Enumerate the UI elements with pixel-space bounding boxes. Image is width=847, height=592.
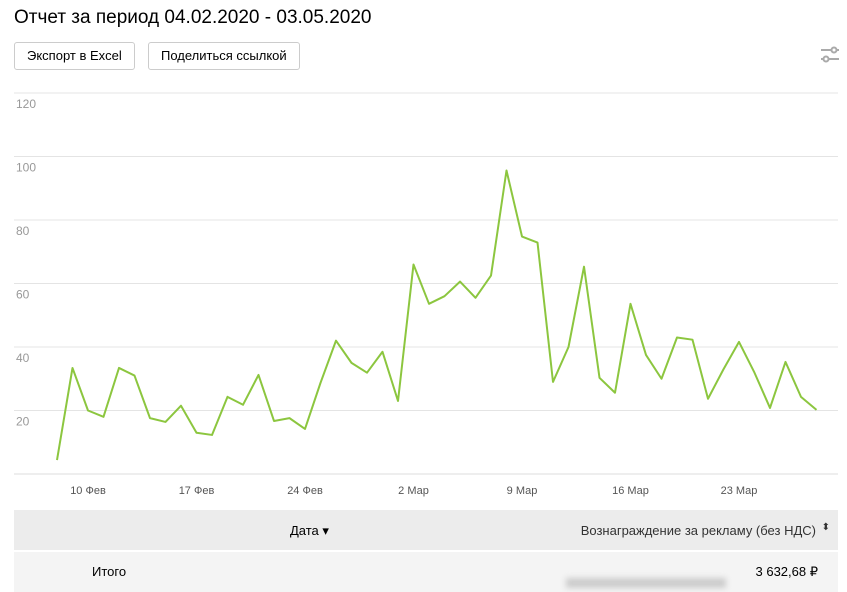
y-tick-label: 40 [16, 351, 30, 365]
sort-icon[interactable]: ⬍ [821, 522, 830, 533]
y-tick-label: 20 [16, 415, 30, 429]
total-label: Итого [92, 564, 127, 579]
data-line [56, 169, 818, 461]
blurred-row [566, 578, 726, 588]
report-title: Отчет за период 04.02.2020 - 03.05.2020 [14, 7, 372, 28]
column-title: Дата [290, 523, 319, 538]
x-tick-label: 9 Мар [507, 485, 538, 497]
share-button[interactable]: Поделиться ссылкой [148, 42, 300, 70]
settings-icon[interactable] [821, 46, 839, 63]
export-button[interactable]: Экспорт в Excel [14, 42, 135, 70]
x-tick-label: 17 Фев [179, 485, 215, 497]
column-header[interactable]: Дата ▾ [290, 523, 329, 538]
y-tick-label: 100 [16, 161, 36, 175]
y-tick-label: 80 [16, 224, 30, 238]
x-tick-label: 23 Мар [721, 485, 758, 497]
y-tick-label: 120 [16, 97, 36, 111]
chart: 20 40 60 80 100 120 10 Фев 17 Фев 24 Фев 2 Мар 9 М… [14, 46, 839, 497]
total-value: 3 632,68 ₽ [755, 564, 819, 579]
column-header[interactable]: Вознаграждение за рекламу (без НДС) [580, 523, 816, 538]
x-tick-label: 10 Фев [70, 485, 106, 497]
table-row: Итого 3 632,68 ₽ [14, 552, 838, 592]
table-header: Дата ▾ Вознаграждение за рекламу (без НД… [14, 510, 838, 550]
y-tick-label: 60 [16, 288, 30, 302]
x-tick-label: 16 Мар [612, 485, 649, 497]
x-tick-label: 2 Мар [398, 485, 429, 497]
x-tick-label: 24 Фев [287, 485, 323, 497]
